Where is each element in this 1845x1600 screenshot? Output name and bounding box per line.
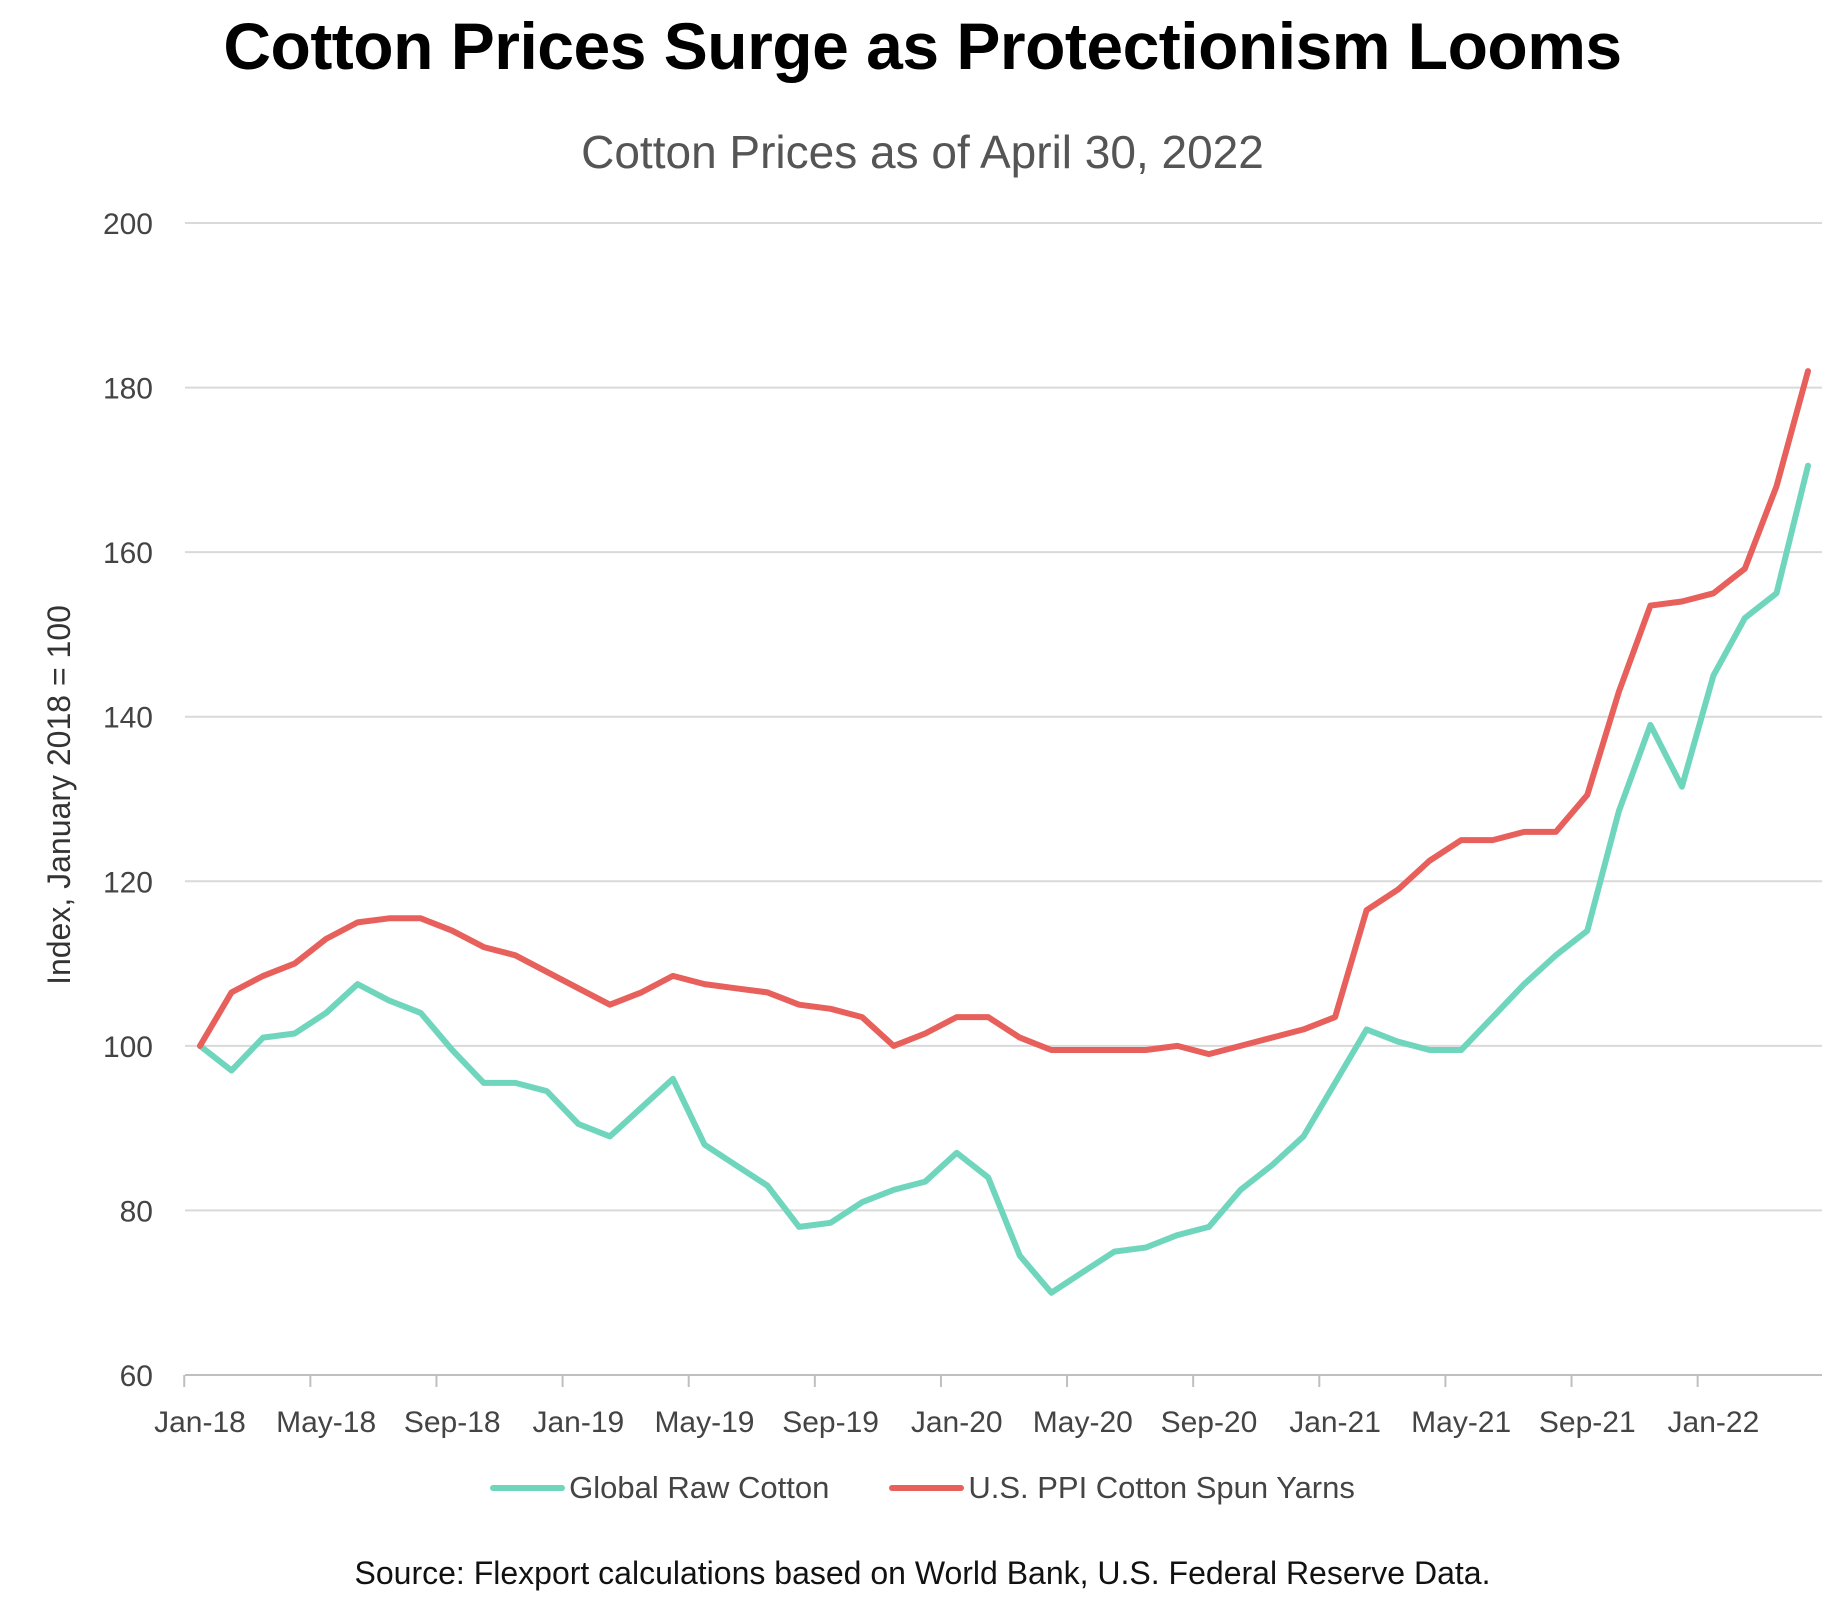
x-axis xyxy=(183,1374,1822,1387)
legend-label-global-raw-cotton: Global Raw Cotton xyxy=(569,1470,830,1505)
y-tick-label-200: 200 xyxy=(103,208,153,241)
x-tick-label-jan-20: Jan-20 xyxy=(911,1406,1003,1439)
x-tick-label-sep-19: Sep-19 xyxy=(782,1406,879,1439)
y-tick-label-100: 100 xyxy=(103,1031,153,1064)
x-tick-label-jan-18: Jan-18 xyxy=(154,1406,246,1439)
y-tick-label-120: 120 xyxy=(103,866,153,899)
x-tick-label-sep-20: Sep-20 xyxy=(1161,1406,1258,1439)
x-axis-tick-labels: Jan-18 May-18 Sep-18 Jan-19 May-19 Sep-19 Jan-… xyxy=(154,1406,1759,1439)
x-tick-label-sep-18: Sep-18 xyxy=(404,1406,501,1439)
x-tick-label-may-18: May-18 xyxy=(276,1406,376,1439)
x-tick-label-jan-19: Jan-19 xyxy=(532,1406,624,1439)
x-tick-label-may-21: May-21 xyxy=(1411,1406,1511,1439)
x-tick-label-jan-21: Jan-21 xyxy=(1289,1406,1381,1439)
line-chart: 60 80 100 120 140 160 180 200 Jan-18 May-18 Sep-1… xyxy=(41,208,1822,1439)
chart-title: Cotton Prices Surge as Protectionism Loo… xyxy=(223,9,1622,83)
y-tick-label-60: 60 xyxy=(120,1360,153,1393)
series-line-u-s-ppi-cotton-spun-yarns xyxy=(197,368,1811,1058)
legend-swatch-us-ppi-cotton-spun-yarns xyxy=(889,1485,965,1491)
y-tick-label-180: 180 xyxy=(103,373,153,406)
source-note: Source: Flexport calculations based on W… xyxy=(354,1555,1491,1591)
series-line-global-raw-cotton xyxy=(197,462,1811,1296)
y-tick-label-140: 140 xyxy=(103,702,153,735)
y-axis-tick-labels: 60 80 100 120 140 160 180 200 xyxy=(103,208,153,1393)
series-lines xyxy=(197,368,1811,1296)
legend-label-us-ppi-cotton-spun-yarns: U.S. PPI Cotton Spun Yarns xyxy=(968,1470,1355,1505)
legend-swatch-global-raw-cotton xyxy=(490,1485,566,1491)
x-tick-label-may-19: May-19 xyxy=(654,1406,754,1439)
gridlines xyxy=(185,222,1822,1212)
y-tick-label-160: 160 xyxy=(103,537,153,570)
x-tick-label-jan-22: Jan-22 xyxy=(1668,1406,1760,1439)
legend: Global Raw Cotton U.S. PPI Cotton Spun Y… xyxy=(0,1470,1845,1506)
y-axis-label: Index, January 2018 = 100 xyxy=(41,605,77,985)
legend-item-global-raw-cotton: Global Raw Cotton xyxy=(490,1470,829,1506)
y-tick-label-80: 80 xyxy=(120,1195,153,1228)
x-tick-label-may-20: May-20 xyxy=(1033,1406,1133,1439)
legend-item-us-ppi-cotton-spun-yarns: U.S. PPI Cotton Spun Yarns xyxy=(889,1470,1355,1506)
chart-subtitle: Cotton Prices as of April 30, 2022 xyxy=(581,126,1264,178)
x-tick-label-sep-21: Sep-21 xyxy=(1539,1406,1636,1439)
